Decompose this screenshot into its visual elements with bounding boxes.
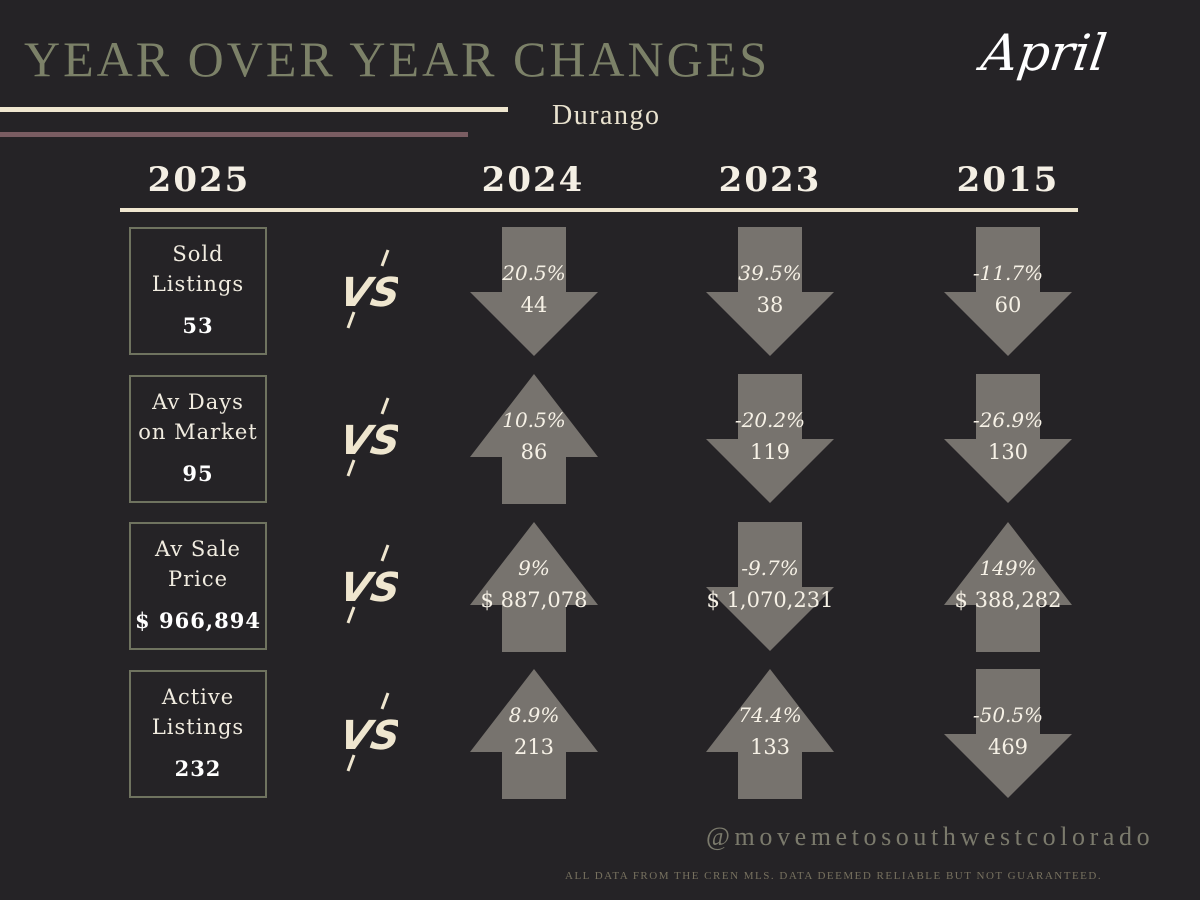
metric-value: 95 bbox=[182, 461, 214, 486]
comparison-percent: 149% bbox=[979, 556, 1037, 580]
comparison-value: 119 bbox=[749, 440, 791, 464]
comparison-value: 133 bbox=[749, 735, 791, 759]
arrow-down-icon bbox=[944, 374, 1072, 503]
arrow-down-icon bbox=[706, 227, 834, 356]
comparison-value: 469 bbox=[987, 735, 1029, 759]
comparison-cell: 39.5% 38 bbox=[705, 227, 835, 357]
vs-icon: VS bbox=[336, 249, 404, 329]
disclaimer: ALL DATA FROM THE CREN MLS. DATA DEEMED … bbox=[565, 870, 1103, 882]
comparison-percent: -11.7% bbox=[972, 261, 1044, 285]
comparison-value: 60 bbox=[994, 293, 1022, 317]
vs-icon: VS bbox=[336, 692, 404, 772]
metric-box-active-listings: Active Listings 232 bbox=[129, 670, 267, 798]
arrow-up-icon bbox=[944, 522, 1072, 652]
comparison-value: $ 887,078 bbox=[480, 588, 588, 612]
comparison-percent: 20.5% bbox=[502, 261, 566, 285]
metric-value: 53 bbox=[182, 313, 214, 338]
arrow-down-icon bbox=[944, 669, 1072, 798]
comparison-cell: 8.9% 213 bbox=[469, 669, 599, 799]
vs-text: VS bbox=[338, 564, 398, 611]
metric-box-av-days-on-market: Av Days on Market 95 bbox=[129, 375, 267, 503]
comparison-percent: 39.5% bbox=[738, 261, 802, 285]
arrow-up-icon bbox=[470, 522, 598, 652]
social-handle: @movemetosouthwestcolorado bbox=[706, 822, 1155, 851]
comparison-cell: -50.5% 469 bbox=[943, 669, 1073, 799]
year-current: 2025 bbox=[147, 160, 251, 200]
comparison-value: $ 1,070,231 bbox=[706, 588, 834, 612]
comparison-value: $ 388,282 bbox=[954, 588, 1062, 612]
comparison-cell: 149% $ 388,282 bbox=[943, 522, 1073, 652]
comparison-cell: -26.9% 130 bbox=[943, 374, 1073, 504]
vs-text: VS bbox=[338, 269, 398, 316]
metric-label: Active Listings bbox=[151, 685, 245, 739]
city-label: Durango bbox=[552, 100, 661, 131]
comparison-cell: 20.5% 44 bbox=[469, 227, 599, 357]
comparison-value: 44 bbox=[520, 293, 548, 317]
arrow-down-icon bbox=[470, 227, 598, 356]
decorative-line-mauve bbox=[0, 132, 468, 137]
comparison-value: 213 bbox=[513, 735, 555, 759]
comparison-cell: 74.4% 133 bbox=[705, 669, 835, 799]
arrow-up-icon bbox=[706, 669, 834, 799]
comparison-percent: -9.7% bbox=[741, 556, 799, 580]
header-rule bbox=[120, 208, 1078, 212]
metric-label: Sold Listings bbox=[151, 242, 245, 296]
comparison-percent: -50.5% bbox=[972, 703, 1044, 727]
arrow-up-icon bbox=[470, 669, 598, 799]
vs-badge: VS bbox=[336, 248, 404, 332]
year-compare-2: 2023 bbox=[718, 160, 822, 200]
comparison-cell: 10.5% 86 bbox=[469, 374, 599, 504]
year-compare-1: 2024 bbox=[481, 160, 585, 200]
metric-label: Av Sale Price bbox=[155, 537, 241, 591]
vs-badge: VS bbox=[336, 691, 404, 775]
year-compare-3: 2015 bbox=[956, 160, 1060, 200]
comparison-value: 38 bbox=[756, 293, 784, 317]
vs-badge: VS bbox=[336, 396, 404, 480]
comparison-percent: 8.9% bbox=[508, 703, 560, 727]
comparison-cell: 9% $ 887,078 bbox=[469, 522, 599, 652]
vs-badge: VS bbox=[336, 543, 404, 627]
month-label: April bbox=[977, 24, 1111, 82]
comparison-percent: -26.9% bbox=[972, 408, 1044, 432]
vs-icon: VS bbox=[336, 544, 404, 624]
comparison-percent: 9% bbox=[518, 556, 550, 580]
comparison-percent: 74.4% bbox=[738, 703, 802, 727]
comparison-value: 86 bbox=[520, 440, 548, 464]
arrow-down-icon bbox=[706, 374, 834, 503]
vs-icon: VS bbox=[336, 397, 404, 477]
comparison-percent: -20.2% bbox=[734, 408, 806, 432]
comparison-cell: -11.7% 60 bbox=[943, 227, 1073, 357]
vs-text: VS bbox=[338, 712, 398, 759]
metric-box-sold-listings: Sold Listings 53 bbox=[129, 227, 267, 355]
metric-label: Av Days on Market bbox=[138, 390, 258, 444]
decorative-line-cream bbox=[0, 107, 508, 112]
comparison-percent: 10.5% bbox=[502, 408, 566, 432]
comparison-cell: -20.2% 119 bbox=[705, 374, 835, 504]
metric-box-av-sale-price: Av Sale Price $ 966,894 bbox=[129, 522, 267, 650]
arrow-up-icon bbox=[470, 374, 598, 504]
metric-value: 232 bbox=[174, 756, 222, 781]
comparison-value: 130 bbox=[987, 440, 1029, 464]
vs-text: VS bbox=[338, 417, 398, 464]
arrow-down-icon bbox=[944, 227, 1072, 356]
metric-value: $ 966,894 bbox=[135, 608, 261, 633]
page-title: YEAR OVER YEAR CHANGES bbox=[24, 31, 771, 87]
arrow-down-icon bbox=[706, 522, 834, 651]
comparison-cell: -9.7% $ 1,070,231 bbox=[705, 522, 835, 652]
